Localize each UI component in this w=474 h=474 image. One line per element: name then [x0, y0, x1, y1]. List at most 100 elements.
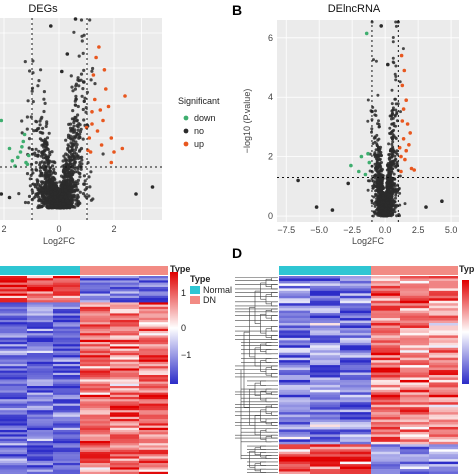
heatmap-d-cell	[279, 276, 310, 279]
heatmap-d-cell	[310, 295, 340, 299]
panel-a-bg-point	[59, 196, 63, 200]
heatmap-c-cell	[110, 377, 139, 380]
heatmap-d-cell	[310, 315, 340, 319]
heatmap-c-cell	[110, 430, 139, 433]
panel-a-bg-point	[61, 164, 65, 168]
heatmap-d-cell	[371, 382, 400, 386]
panel-a-bg-point	[43, 167, 47, 171]
heatmap-d-cell	[400, 367, 429, 371]
panel-c-heatmap: Type Type Normal DN 1 0 −1	[0, 264, 232, 474]
heatmap-d-cell	[279, 357, 310, 361]
panel-a-bg-point	[78, 190, 82, 194]
heatmap-d-cell	[400, 350, 429, 354]
heatmap-d-cell	[429, 382, 458, 386]
panel-a-bg-point	[26, 201, 30, 205]
heatmap-c-cell	[110, 394, 139, 398]
heatmap-c-cell	[110, 421, 139, 424]
heatmap-c-cell	[139, 298, 168, 301]
heatmap-c-cell	[139, 408, 168, 411]
heatmap-c-cell	[53, 399, 80, 402]
heatmap-c-cell	[110, 467, 139, 470]
panel-b-bg-point	[373, 135, 377, 139]
legend-title-significant: Significant	[178, 96, 220, 106]
panel-a-bg-point	[38, 166, 43, 170]
heatmap-d-cell	[310, 375, 340, 378]
heatmap-c-cell	[80, 436, 110, 440]
heatmap-d-cell	[310, 327, 340, 331]
panel-a-point-down	[26, 153, 31, 158]
heatmap-d-cell	[371, 315, 400, 319]
heatmap-d-cell	[310, 414, 340, 418]
panel-a-bg-point	[72, 124, 76, 128]
heatmap-c-cell	[80, 370, 110, 374]
panel-d-annot-label: Typ	[459, 264, 474, 274]
panel-a-point-up	[98, 108, 103, 112]
panel-b-bg-point	[376, 93, 380, 97]
heatmap-c-cell	[53, 408, 80, 411]
heatmap-c-cell	[110, 412, 139, 415]
panel-b-bg-point	[390, 88, 394, 92]
panel-b-bg-point	[392, 61, 396, 65]
heatmap-c-cell	[110, 414, 139, 418]
heatmap-c-cell	[0, 287, 27, 290]
heatmap-d-cell	[371, 345, 400, 349]
heatmap-c-cell	[53, 282, 80, 286]
heatmap-d-cell	[279, 417, 310, 420]
panel-a-bg-point	[37, 183, 41, 187]
heatmap-c-cell	[139, 300, 168, 303]
panel-b-bg-point	[376, 178, 380, 182]
heatmap-c-cell	[139, 306, 168, 310]
panel-a-bg-point	[37, 79, 41, 83]
panel-a-bg-point	[28, 69, 32, 73]
heatmap-c-cell	[110, 441, 139, 444]
panel-a-bg-point	[38, 123, 42, 127]
heatmap-c-cell	[0, 302, 27, 305]
heatmap-d-cell	[340, 318, 371, 321]
panel-b-bg-point	[381, 174, 385, 178]
heatmap-c-cell	[0, 306, 27, 310]
heatmap-d-cell	[279, 392, 310, 396]
heatmap-c-cell	[53, 471, 80, 474]
heatmap-d-cell	[400, 280, 429, 284]
heatmap-c-cell	[80, 348, 110, 352]
heatmap-d-cell	[279, 315, 310, 319]
heatmap-d-cell	[279, 397, 310, 401]
panel-a-bg-point	[83, 179, 87, 183]
heatmap-c-cell	[110, 386, 139, 389]
heatmap-d-cell	[400, 372, 429, 376]
panel-a-bg-point	[39, 180, 44, 184]
heatmap-c-cell	[110, 425, 139, 429]
panel-b-bg-point	[394, 196, 397, 200]
heatmap-d-cell	[400, 370, 429, 373]
heatmap-d-cell	[429, 278, 458, 282]
heatmap-c-cell	[80, 379, 110, 382]
heatmap-c-cell	[80, 375, 110, 378]
heatmap-d-cell	[400, 444, 429, 448]
heatmap-c-cell	[139, 359, 168, 363]
heatmap-d-cell	[279, 459, 310, 462]
heatmap-c-cell	[53, 328, 80, 332]
heatmap-c-cell	[0, 342, 27, 345]
heatmap-d-cell	[400, 315, 429, 319]
heatmap-c-cell	[53, 368, 80, 371]
heatmap-c-cell	[0, 368, 27, 371]
panel-a-bg-point	[82, 68, 86, 72]
heatmap-c-cell	[0, 405, 27, 409]
heatmap-c-cell	[53, 326, 80, 330]
annot-bar-dn	[80, 266, 168, 275]
heatmap-d-cell	[340, 469, 371, 472]
heatmap-d-cell	[400, 394, 429, 398]
heatmap-c-cell	[27, 355, 53, 358]
heatmap-c-cell	[139, 469, 168, 473]
heatmap-c-cell	[139, 350, 168, 354]
heatmap-d-cell	[279, 330, 310, 334]
heatmap-d-cell	[340, 417, 371, 420]
heatmap-d-cell	[340, 434, 371, 438]
panel-a-bg-point	[46, 186, 50, 190]
heatmap-c-cell	[80, 311, 110, 314]
panel-b-point-up	[399, 154, 403, 159]
heatmap-d-cell	[279, 303, 310, 306]
heatmap-c-cell	[80, 412, 110, 415]
panel-a-point-up	[93, 97, 97, 102]
panel-a-bg-point	[72, 151, 77, 155]
